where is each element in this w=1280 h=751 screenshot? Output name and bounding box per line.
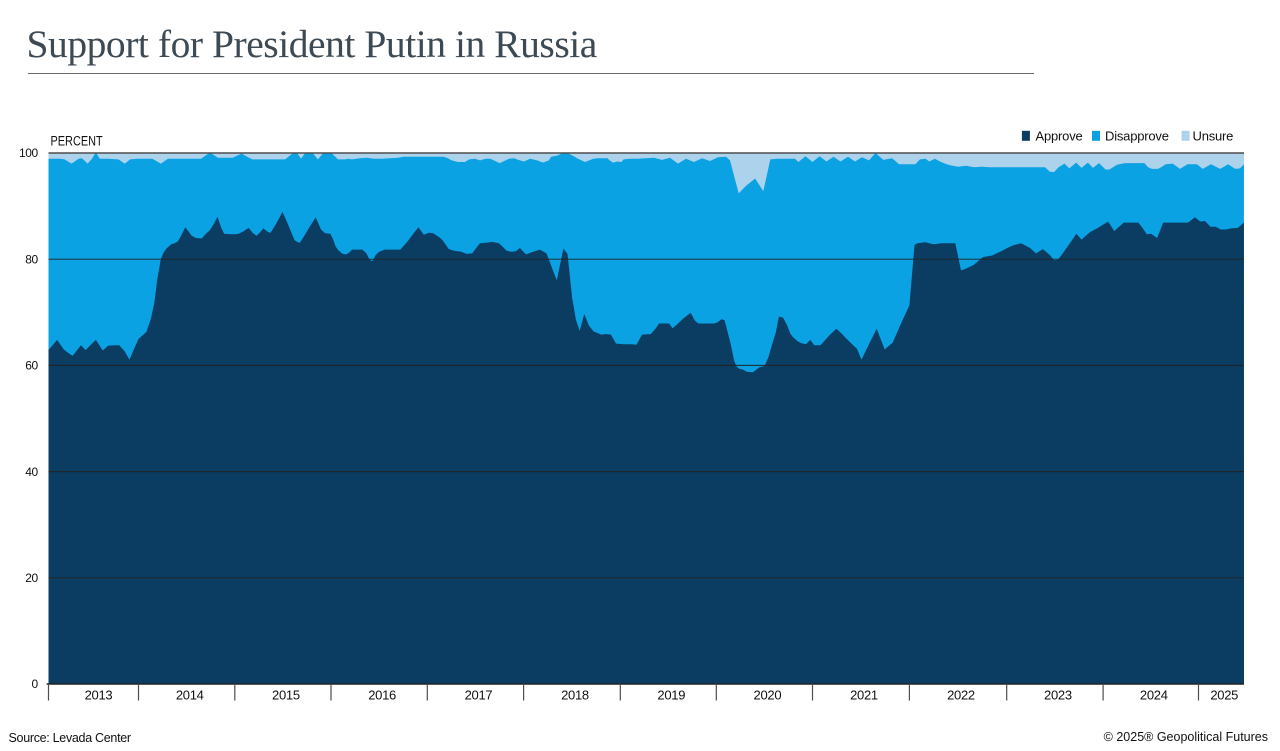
svg-text:0: 0 [32, 677, 39, 691]
svg-text:40: 40 [25, 465, 38, 479]
svg-text:2014: 2014 [176, 688, 204, 703]
svg-text:2023: 2023 [1044, 688, 1072, 703]
svg-text:Approve: Approve [1036, 129, 1083, 144]
svg-text:2016: 2016 [368, 688, 396, 703]
svg-text:2025: 2025 [1210, 688, 1238, 703]
svg-text:2024: 2024 [1140, 688, 1168, 703]
svg-text:Disapprove: Disapprove [1105, 129, 1169, 144]
svg-text:2015: 2015 [272, 688, 300, 703]
svg-text:2018: 2018 [561, 688, 589, 703]
svg-text:PERCENT: PERCENT [51, 133, 103, 149]
svg-text:2017: 2017 [465, 688, 493, 703]
svg-text:2022: 2022 [947, 688, 975, 703]
svg-text:2020: 2020 [754, 688, 782, 703]
svg-text:Unsure: Unsure [1193, 129, 1234, 144]
svg-text:100: 100 [19, 146, 39, 160]
svg-text:20: 20 [25, 571, 38, 585]
svg-text:2013: 2013 [85, 688, 113, 703]
svg-text:2019: 2019 [657, 688, 685, 703]
svg-text:2021: 2021 [850, 688, 878, 703]
svg-text:80: 80 [25, 252, 38, 266]
svg-text:60: 60 [25, 359, 38, 373]
